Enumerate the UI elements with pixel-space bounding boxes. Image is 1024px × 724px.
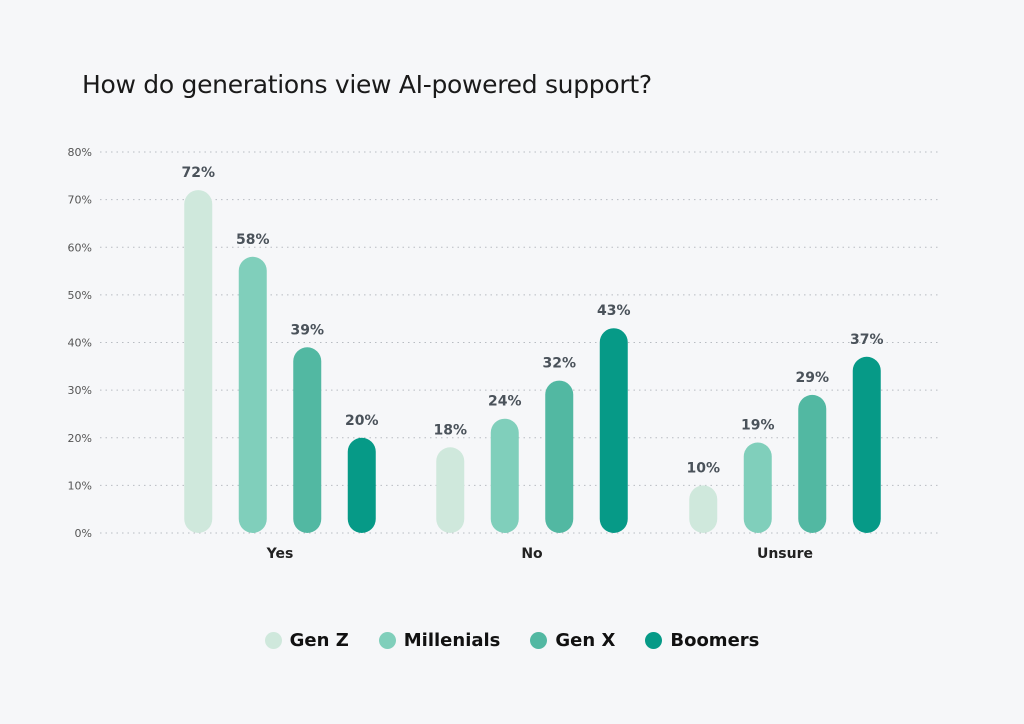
y-tick-label: 10%	[68, 479, 92, 492]
data-label: 10%	[686, 460, 720, 476]
y-tick-label: 20%	[68, 432, 92, 445]
legend-label: Millenials	[403, 630, 501, 651]
legend-item-millenials: Millenials	[378, 630, 501, 651]
y-tick-label: 70%	[68, 194, 92, 207]
legend-swatch	[378, 632, 396, 649]
data-label: 19%	[741, 418, 775, 434]
bar-gen-x-yes	[293, 347, 322, 533]
data-label: 39%	[290, 322, 324, 338]
legend-swatch	[530, 632, 548, 649]
chart-title: How do generations view AI-powered suppo…	[82, 70, 652, 99]
bar-gen-z-unsure	[689, 485, 718, 533]
legend-item-gen-x: Gen X	[530, 630, 615, 651]
x-tick-label: Unsure	[757, 546, 813, 562]
y-tick-label: 40%	[68, 337, 92, 350]
bar-gen-x-unsure	[798, 394, 827, 533]
legend-label: Gen Z	[289, 630, 349, 651]
bar-boomers-yes	[347, 437, 376, 533]
bar-millenials-no	[490, 418, 519, 533]
bar-gen-z-no	[436, 447, 465, 533]
legend: Gen Z Millenials Gen X Boomers	[0, 630, 1024, 651]
data-label: 18%	[433, 422, 467, 438]
legend-item-boomers: Boomers	[645, 630, 759, 651]
legend-item-gen-z: Gen Z	[264, 630, 349, 651]
data-label: 37%	[850, 332, 884, 348]
legend-label: Boomers	[670, 630, 760, 651]
y-tick-label: 80%	[68, 146, 92, 159]
legend-swatch	[645, 632, 663, 649]
bar-boomers-no	[599, 328, 628, 533]
y-tick-label: 30%	[68, 384, 92, 397]
data-label: 58%	[236, 232, 270, 248]
x-tick-label: No	[521, 546, 543, 562]
bar-millenials-unsure	[743, 442, 772, 533]
bar-millenials-yes	[238, 256, 267, 533]
data-label: 24%	[488, 394, 522, 410]
data-label: 72%	[181, 165, 215, 181]
bar-gen-x-no	[545, 380, 574, 533]
y-tick-label: 60%	[68, 241, 92, 254]
data-label: 32%	[542, 356, 576, 372]
legend-swatch	[264, 632, 282, 649]
x-tick-label: Yes	[266, 546, 294, 562]
bar-gen-z-yes	[184, 190, 213, 533]
y-tick-label: 50%	[68, 289, 92, 302]
data-label: 43%	[597, 303, 631, 319]
y-tick-label: 0%	[75, 527, 92, 540]
bar-boomers-unsure	[852, 356, 881, 533]
data-label: 29%	[795, 370, 829, 386]
legend-label: Gen X	[555, 630, 616, 651]
data-label: 20%	[345, 413, 379, 429]
